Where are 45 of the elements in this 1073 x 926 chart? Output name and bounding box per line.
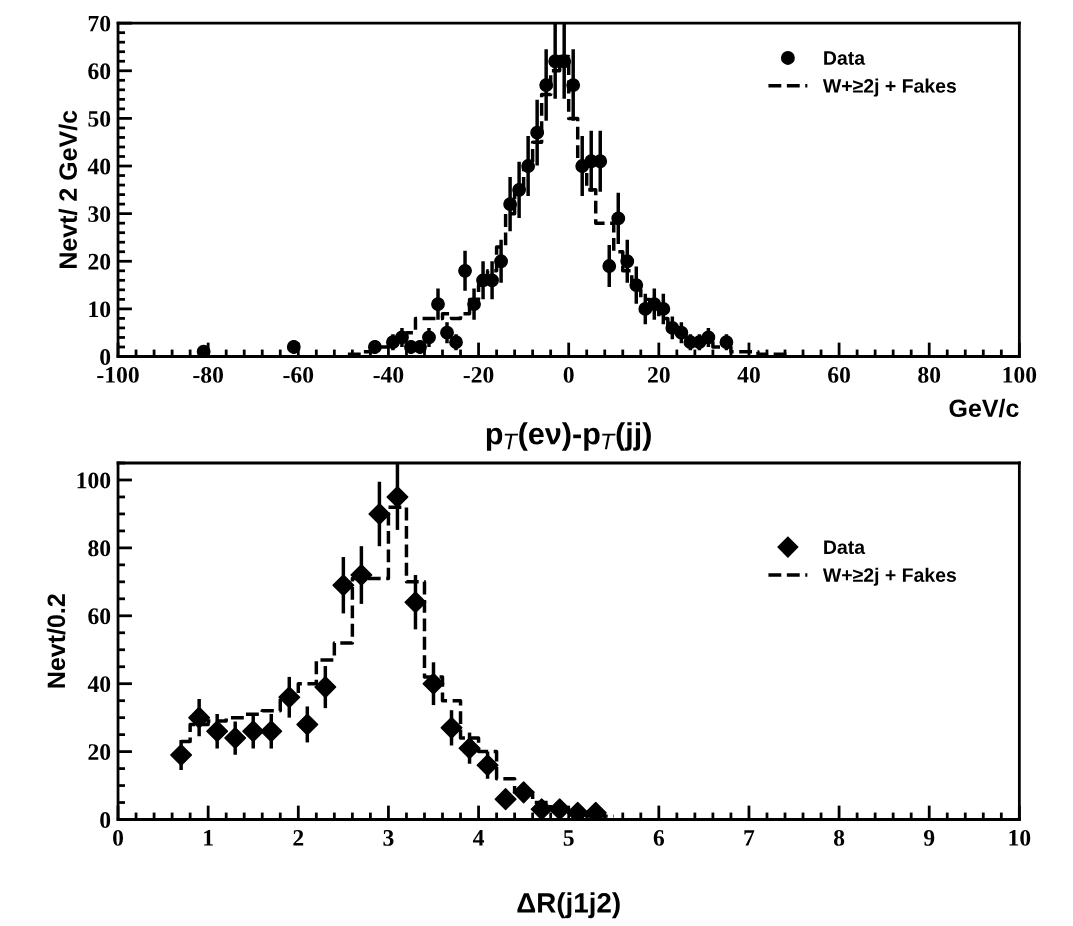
y-tick-label: 0 [100,812,111,828]
y-tick-label: 70 [88,15,111,32]
legend-label: W+≥2j + Fakes [822,78,956,97]
legend-label: Data [824,51,866,65]
text: p$_{T}$(eν)-p$_{T}$(jj) [486,422,651,451]
x-tick-label: 7 [744,830,755,846]
x-tick-label: 0 [563,366,574,383]
y-tick-label: 10 [89,301,111,318]
y-tick-label: 40 [87,676,111,693]
x-tick-label: 5 [563,830,574,846]
y-axis-title: Nevt/ 2 GeV/c [58,110,78,269]
y-tick-label: 0 [100,349,111,365]
y-tick-label: 20 [88,744,111,761]
x-tick-label: 8 [833,829,845,846]
x-tick-label: 60 [828,366,850,383]
x-tick-label: 1 [204,830,213,846]
x-tick-label: 2 [293,829,304,846]
x-tick-label: 80 [918,366,941,383]
x-tick-label: 4 [472,830,485,846]
y-tick-label: 50 [88,110,111,127]
x-tick-label: 6 [653,829,665,846]
y-tick-label: 20 [88,253,111,270]
y-tick-label: 30 [88,206,111,223]
y-tick-label: 40 [87,158,111,175]
x-tick-label: -40 [373,366,404,383]
x-tick-label: 0 [113,829,124,846]
y-axis-title: Nevt/0.2 [46,594,66,688]
x-tick-label: 100 [1003,366,1037,383]
y-tick-label: 60 [88,63,111,80]
x-tick-label: 10 [1009,829,1031,846]
legend-label: Data [824,540,866,555]
x-tick-label: 9 [923,829,935,846]
y-tick-label: 60 [88,608,111,625]
x-tick-label: 40 [737,366,760,383]
x-tick-label: -80 [193,366,223,383]
x-tick-label: -60 [283,366,314,383]
y-tick-label: 100 [77,472,111,489]
x-tick-label: -100 [97,366,139,383]
x-tick-label: 20 [648,366,670,383]
x-tick-label: 3 [383,829,394,846]
x-axis-title: GeV/c [949,398,1019,418]
x-axis-title: ΔR(j1j2) [517,892,620,919]
x-tick-label: -20 [463,366,494,383]
legend-label: W+≥2j + Fakes [822,567,956,586]
y-tick-label: 80 [88,540,111,557]
